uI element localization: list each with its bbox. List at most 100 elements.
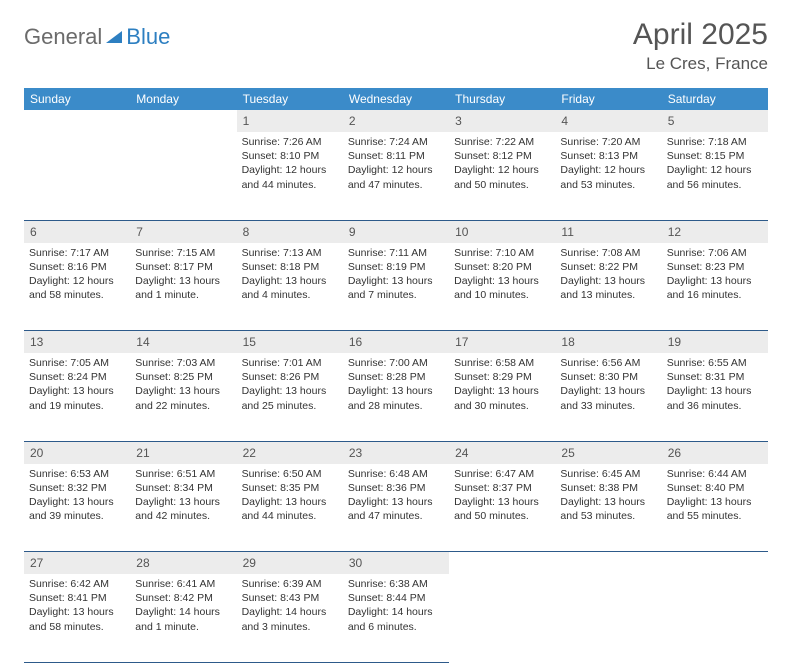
day-cell: Sunrise: 6:50 AMSunset: 8:35 PMDaylight:… <box>237 464 343 552</box>
day-cell: Sunrise: 7:06 AMSunset: 8:23 PMDaylight:… <box>662 243 768 331</box>
day-cell-text: Sunrise: 6:39 AMSunset: 8:43 PMDaylight:… <box>242 577 338 634</box>
day-number-row: 12345 <box>24 110 768 132</box>
logo-text-blue: Blue <box>126 24 170 50</box>
day-number: 10 <box>455 225 468 239</box>
day-number-cell: 11 <box>555 220 661 243</box>
day-number-cell: 17 <box>449 331 555 354</box>
day-cell: Sunrise: 7:13 AMSunset: 8:18 PMDaylight:… <box>237 243 343 331</box>
day-cell-text: Sunrise: 7:22 AMSunset: 8:12 PMDaylight:… <box>454 135 550 192</box>
day-header: Friday <box>555 88 661 110</box>
day-number-cell: 30 <box>343 552 449 575</box>
day-number-cell: 3 <box>449 110 555 132</box>
day-number: 16 <box>349 335 362 349</box>
day-number: 25 <box>561 446 574 460</box>
day-number-cell: 5 <box>662 110 768 132</box>
day-number-cell: 28 <box>130 552 236 575</box>
day-number: 26 <box>668 446 681 460</box>
day-number-cell <box>662 552 768 575</box>
header: General Blue April 2025 Le Cres, France <box>24 18 768 74</box>
day-number-cell: 25 <box>555 441 661 464</box>
day-number: 3 <box>455 114 462 128</box>
day-number-cell <box>555 552 661 575</box>
day-cell: Sunrise: 7:08 AMSunset: 8:22 PMDaylight:… <box>555 243 661 331</box>
day-cell: Sunrise: 6:38 AMSunset: 8:44 PMDaylight:… <box>343 574 449 662</box>
day-number: 19 <box>668 335 681 349</box>
day-cell: Sunrise: 7:05 AMSunset: 8:24 PMDaylight:… <box>24 353 130 441</box>
day-number-cell: 22 <box>237 441 343 464</box>
day-cell-text: Sunrise: 6:48 AMSunset: 8:36 PMDaylight:… <box>348 467 444 524</box>
logo: General Blue <box>24 18 170 50</box>
day-number-cell: 29 <box>237 552 343 575</box>
day-content-row: Sunrise: 7:26 AMSunset: 8:10 PMDaylight:… <box>24 132 768 220</box>
day-number: 27 <box>30 556 43 570</box>
day-header: Monday <box>130 88 236 110</box>
day-number-cell: 15 <box>237 331 343 354</box>
day-cell-text: Sunrise: 6:56 AMSunset: 8:30 PMDaylight:… <box>560 356 656 413</box>
page-title: April 2025 <box>633 18 768 52</box>
day-number: 21 <box>136 446 149 460</box>
day-cell-text: Sunrise: 6:55 AMSunset: 8:31 PMDaylight:… <box>667 356 763 413</box>
day-number-row: 27 28 29 30 <box>24 552 768 575</box>
day-number: 20 <box>30 446 43 460</box>
logo-sail-icon <box>104 29 124 45</box>
day-number: 15 <box>243 335 256 349</box>
day-cell: Sunrise: 7:26 AMSunset: 8:10 PMDaylight:… <box>237 132 343 220</box>
day-number-cell: 4 <box>555 110 661 132</box>
location-text: Le Cres, France <box>633 54 768 74</box>
day-cell: Sunrise: 7:00 AMSunset: 8:28 PMDaylight:… <box>343 353 449 441</box>
day-cell: Sunrise: 6:42 AMSunset: 8:41 PMDaylight:… <box>24 574 130 662</box>
day-number-cell: 16 <box>343 331 449 354</box>
day-cell-text: Sunrise: 6:42 AMSunset: 8:41 PMDaylight:… <box>29 577 125 634</box>
day-content-row: Sunrise: 6:42 AMSunset: 8:41 PMDaylight:… <box>24 574 768 662</box>
day-cell: Sunrise: 7:20 AMSunset: 8:13 PMDaylight:… <box>555 132 661 220</box>
day-number: 22 <box>243 446 256 460</box>
day-cell <box>662 574 768 662</box>
day-cell-text: Sunrise: 6:53 AMSunset: 8:32 PMDaylight:… <box>29 467 125 524</box>
day-number-cell: 23 <box>343 441 449 464</box>
day-number-cell: 18 <box>555 331 661 354</box>
day-cell: Sunrise: 6:58 AMSunset: 8:29 PMDaylight:… <box>449 353 555 441</box>
day-cell: Sunrise: 6:41 AMSunset: 8:42 PMDaylight:… <box>130 574 236 662</box>
day-cell: Sunrise: 7:03 AMSunset: 8:25 PMDaylight:… <box>130 353 236 441</box>
day-number: 5 <box>668 114 675 128</box>
day-number-cell <box>130 110 236 132</box>
day-cell: Sunrise: 7:22 AMSunset: 8:12 PMDaylight:… <box>449 132 555 220</box>
day-cell <box>555 574 661 662</box>
day-header: Tuesday <box>237 88 343 110</box>
day-cell-text: Sunrise: 6:45 AMSunset: 8:38 PMDaylight:… <box>560 467 656 524</box>
day-cell <box>130 132 236 220</box>
day-number: 8 <box>243 225 250 239</box>
day-cell: Sunrise: 6:48 AMSunset: 8:36 PMDaylight:… <box>343 464 449 552</box>
day-cell-text: Sunrise: 6:50 AMSunset: 8:35 PMDaylight:… <box>242 467 338 524</box>
day-cell-text: Sunrise: 7:13 AMSunset: 8:18 PMDaylight:… <box>242 246 338 303</box>
day-number-cell <box>449 552 555 575</box>
day-cell: Sunrise: 6:53 AMSunset: 8:32 PMDaylight:… <box>24 464 130 552</box>
day-number: 2 <box>349 114 356 128</box>
day-cell-text: Sunrise: 6:51 AMSunset: 8:34 PMDaylight:… <box>135 467 231 524</box>
day-number-cell: 21 <box>130 441 236 464</box>
day-content-row: Sunrise: 7:05 AMSunset: 8:24 PMDaylight:… <box>24 353 768 441</box>
day-cell: Sunrise: 7:17 AMSunset: 8:16 PMDaylight:… <box>24 243 130 331</box>
day-cell-text: Sunrise: 7:24 AMSunset: 8:11 PMDaylight:… <box>348 135 444 192</box>
day-number: 28 <box>136 556 149 570</box>
day-cell: Sunrise: 7:10 AMSunset: 8:20 PMDaylight:… <box>449 243 555 331</box>
day-cell: Sunrise: 7:11 AMSunset: 8:19 PMDaylight:… <box>343 243 449 331</box>
day-number: 17 <box>455 335 468 349</box>
day-cell: Sunrise: 6:51 AMSunset: 8:34 PMDaylight:… <box>130 464 236 552</box>
calendar-table: SundayMondayTuesdayWednesdayThursdayFrid… <box>24 88 768 663</box>
day-number: 12 <box>668 225 681 239</box>
day-cell-text: Sunrise: 7:15 AMSunset: 8:17 PMDaylight:… <box>135 246 231 303</box>
day-cell-text: Sunrise: 7:17 AMSunset: 8:16 PMDaylight:… <box>29 246 125 303</box>
day-content-row: Sunrise: 7:17 AMSunset: 8:16 PMDaylight:… <box>24 243 768 331</box>
day-cell-text: Sunrise: 7:03 AMSunset: 8:25 PMDaylight:… <box>135 356 231 413</box>
day-cell-text: Sunrise: 7:11 AMSunset: 8:19 PMDaylight:… <box>348 246 444 303</box>
day-cell: Sunrise: 6:47 AMSunset: 8:37 PMDaylight:… <box>449 464 555 552</box>
day-number-cell: 9 <box>343 220 449 243</box>
day-number-cell: 13 <box>24 331 130 354</box>
day-number-cell: 2 <box>343 110 449 132</box>
day-cell-text: Sunrise: 6:41 AMSunset: 8:42 PMDaylight:… <box>135 577 231 634</box>
day-cell: Sunrise: 6:44 AMSunset: 8:40 PMDaylight:… <box>662 464 768 552</box>
day-number: 30 <box>349 556 362 570</box>
day-cell: Sunrise: 7:15 AMSunset: 8:17 PMDaylight:… <box>130 243 236 331</box>
day-number: 23 <box>349 446 362 460</box>
